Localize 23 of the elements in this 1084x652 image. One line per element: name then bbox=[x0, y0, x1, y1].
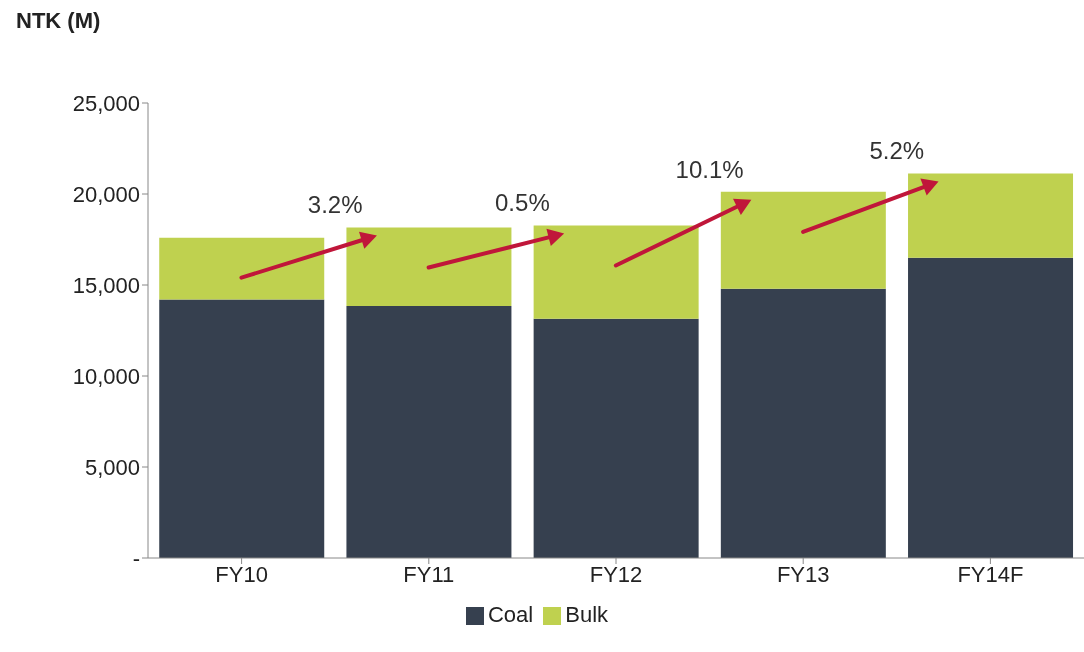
bar bbox=[720, 288, 886, 558]
y-tick-label: 20,000 bbox=[72, 181, 140, 207]
annotation: 0.5% bbox=[495, 189, 550, 217]
x-tick-label: FY14F bbox=[957, 561, 1024, 587]
x-tick-label: FY12 bbox=[589, 561, 643, 587]
bar bbox=[346, 305, 512, 558]
y-tick-label: 25,000 bbox=[72, 90, 140, 116]
y-tick-label: 15,000 bbox=[72, 272, 140, 298]
y-axis-title: NTK (M) bbox=[16, 8, 101, 34]
x-tick-label: FY11 bbox=[403, 561, 455, 587]
y-tick-label: 5,000 bbox=[84, 454, 140, 480]
bar bbox=[908, 257, 1074, 558]
annotation: 10.1% bbox=[675, 155, 744, 183]
x-tick-label: FY10 bbox=[215, 561, 268, 587]
bar bbox=[159, 299, 325, 558]
y-tick-label: 10,000 bbox=[72, 363, 140, 389]
annotation: 5.2% bbox=[869, 137, 925, 165]
y-tick-label: - bbox=[132, 545, 140, 571]
x-tick-label: FY13 bbox=[776, 561, 830, 587]
bar bbox=[533, 318, 699, 558]
annotation: 3.2% bbox=[307, 191, 363, 219]
legend-label: Coal bbox=[487, 602, 534, 627]
legend-label: Bulk bbox=[565, 602, 609, 627]
